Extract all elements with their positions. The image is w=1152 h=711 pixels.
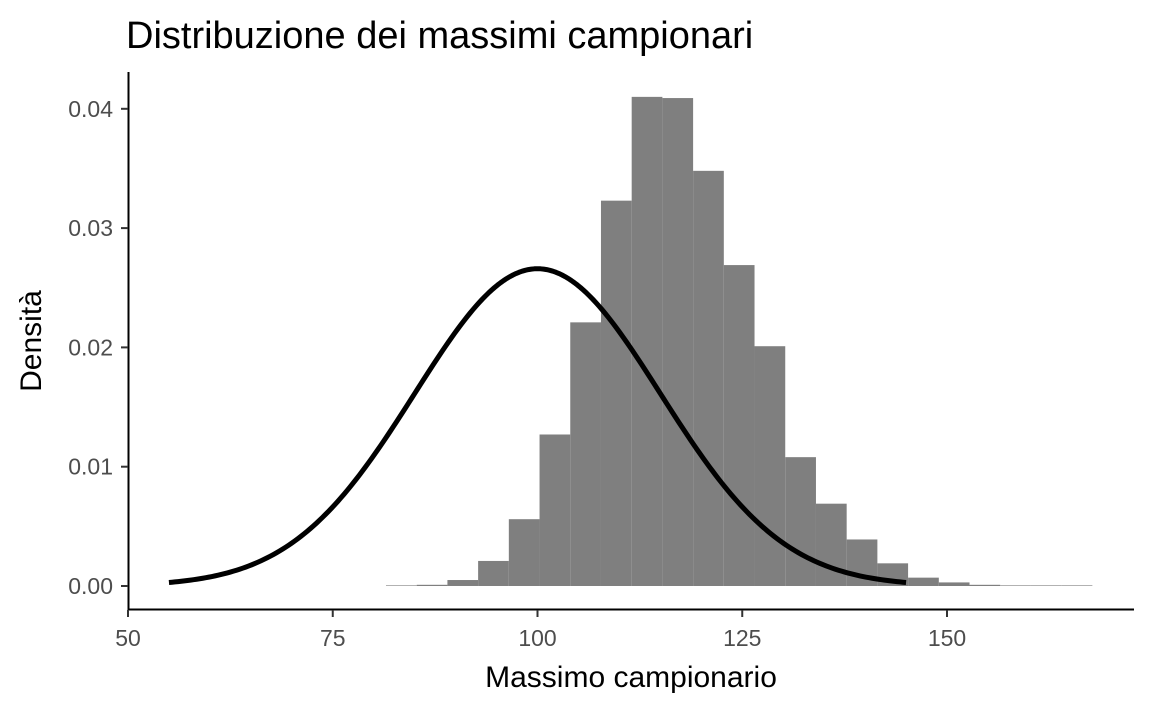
x-tick-label: 150 xyxy=(928,625,966,651)
histogram-bar xyxy=(662,98,694,586)
x-tick-label: 50 xyxy=(115,625,141,651)
histogram-bar xyxy=(416,584,448,586)
histogram-bar xyxy=(631,96,663,587)
histogram-bars xyxy=(385,96,1093,587)
histogram-bar xyxy=(1061,585,1093,586)
histogram-bar xyxy=(539,434,571,586)
normal-density-curve xyxy=(168,266,907,585)
histogram-bar xyxy=(570,322,601,586)
histogram-bar xyxy=(447,580,479,586)
x-tick-label: 100 xyxy=(518,625,556,651)
y-tick-label: 0.00 xyxy=(68,573,113,599)
x-tick-label: 125 xyxy=(723,625,761,651)
y-tick-label: 0.01 xyxy=(68,454,113,480)
x-tick-label: 75 xyxy=(320,625,346,651)
histogram-bar xyxy=(785,457,816,586)
y-tick-label: 0.03 xyxy=(68,215,113,241)
y-tick-label: 0.04 xyxy=(68,96,113,122)
histogram-bar xyxy=(938,582,970,586)
histogram-bar xyxy=(723,265,755,586)
histogram-bar xyxy=(754,346,786,586)
histogram-bar xyxy=(969,584,1001,586)
histogram-bar xyxy=(1000,585,1031,586)
histogram-bar xyxy=(478,560,509,586)
y-axis-title: Densità xyxy=(15,290,48,392)
x-axis-ticks: 50 75 100 125 150 xyxy=(115,610,966,651)
y-axis-ticks: 0.00 0.01 0.02 0.03 0.04 xyxy=(68,96,128,599)
x-axis-title: Massimo campionario xyxy=(485,661,777,694)
histogram-bar xyxy=(508,519,540,586)
histogram-bar xyxy=(385,585,417,586)
histogram-bar xyxy=(693,170,724,586)
histogram-bar xyxy=(908,577,939,586)
histogram-bar xyxy=(600,200,632,586)
chart-title: Distribuzione dei massimi campionari xyxy=(126,15,753,57)
y-tick-label: 0.02 xyxy=(68,334,113,360)
histogram-bar xyxy=(1030,585,1062,586)
